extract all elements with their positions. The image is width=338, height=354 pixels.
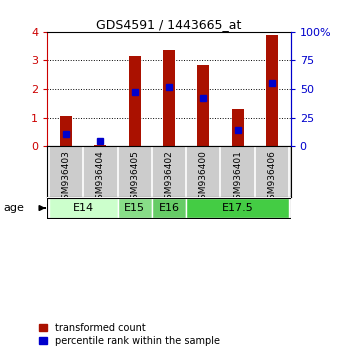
Bar: [266, 35, 278, 146]
Text: GSM936405: GSM936405: [130, 150, 139, 205]
Text: E17.5: E17.5: [222, 203, 254, 213]
Text: E14: E14: [73, 203, 94, 213]
FancyBboxPatch shape: [49, 198, 118, 218]
FancyBboxPatch shape: [152, 198, 186, 218]
Text: GSM936403: GSM936403: [62, 150, 71, 205]
Text: E16: E16: [159, 203, 179, 213]
Text: GSM936402: GSM936402: [165, 150, 173, 205]
Text: GSM936404: GSM936404: [96, 150, 105, 205]
FancyBboxPatch shape: [186, 198, 289, 218]
Text: age: age: [3, 203, 24, 213]
Bar: [232, 109, 244, 146]
FancyBboxPatch shape: [118, 198, 152, 218]
Bar: [129, 56, 141, 146]
Text: GSM936401: GSM936401: [233, 150, 242, 205]
Bar: [197, 65, 209, 146]
Title: GDS4591 / 1443665_at: GDS4591 / 1443665_at: [96, 18, 242, 31]
Bar: [60, 116, 72, 146]
Text: GSM936400: GSM936400: [199, 150, 208, 205]
Bar: [94, 145, 106, 146]
Text: E15: E15: [124, 203, 145, 213]
Bar: [163, 50, 175, 146]
Legend: transformed count, percentile rank within the sample: transformed count, percentile rank withi…: [39, 323, 220, 346]
Text: GSM936406: GSM936406: [267, 150, 276, 205]
